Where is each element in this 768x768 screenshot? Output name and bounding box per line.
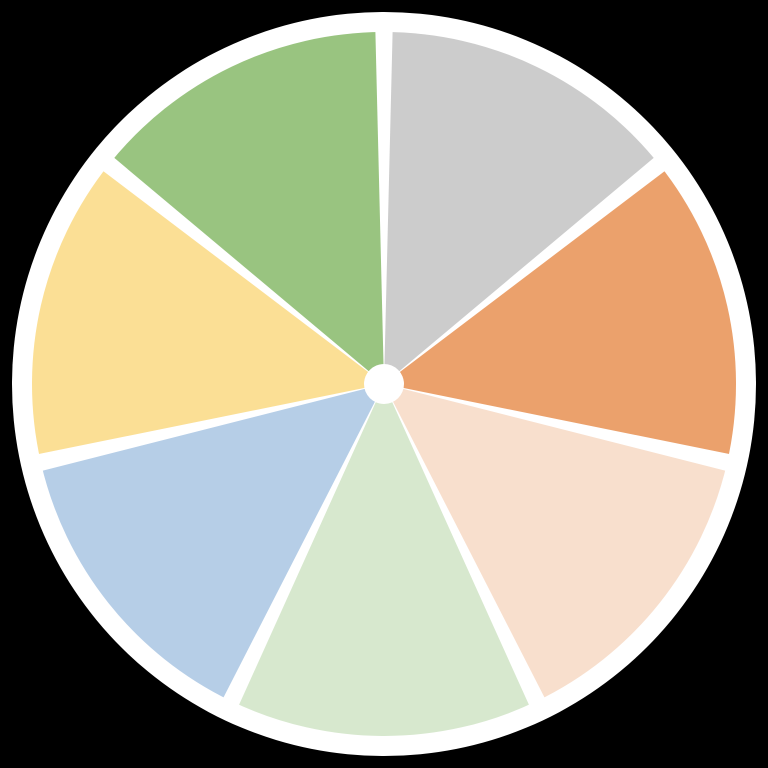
pie-chart-container <box>0 0 768 768</box>
pie-center-hub <box>364 364 404 404</box>
pie-chart <box>0 0 768 768</box>
